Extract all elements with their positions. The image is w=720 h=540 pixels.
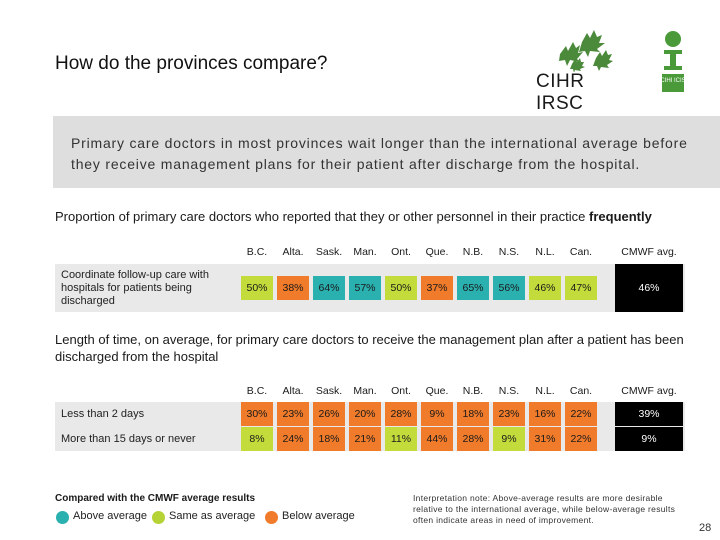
legend-swatch bbox=[56, 511, 69, 524]
cihi-logo-text: CIHI ICIS bbox=[660, 78, 685, 84]
value-cell-below: 9% bbox=[421, 402, 453, 426]
cmwf-average-cell: 9% bbox=[615, 427, 683, 451]
callout-line-1: Primary care doctors in most provinces w… bbox=[71, 135, 688, 151]
column-header: CMWF avg. bbox=[621, 385, 677, 397]
row-label: Less than 2 days bbox=[61, 407, 145, 420]
row-label: More than 15 days or never bbox=[61, 432, 196, 445]
column-header: Sask. bbox=[315, 246, 343, 258]
value-cell-same: 11% bbox=[385, 427, 417, 451]
column-header: N.L. bbox=[535, 246, 555, 258]
value-cell-below: 30% bbox=[241, 402, 273, 426]
column-header: Ont. bbox=[391, 385, 411, 397]
value-cell-same: 46% bbox=[529, 276, 561, 300]
callout-line-2: they receive management plans for their … bbox=[71, 156, 641, 172]
value-cell-below: 44% bbox=[421, 427, 453, 451]
page-number: 28 bbox=[699, 522, 712, 534]
column-header: Sask. bbox=[315, 385, 343, 397]
column-header: B.C. bbox=[246, 246, 268, 258]
value-cell-below: 31% bbox=[529, 427, 561, 451]
cmwf-average-cell: 46% bbox=[615, 264, 683, 312]
value-cell-below: 20% bbox=[349, 402, 381, 426]
key-finding-callout: Primary care doctors in most provinces w… bbox=[53, 116, 720, 188]
value-cell-same: 9% bbox=[493, 427, 525, 451]
legend-label: Below average bbox=[282, 510, 355, 522]
value-cell-below: 22% bbox=[565, 402, 597, 426]
value-cell-below: 26% bbox=[313, 402, 345, 426]
value-cell-below: 24% bbox=[277, 427, 309, 451]
cihi-logo: CIHI ICIS bbox=[653, 28, 693, 96]
column-header: N.S. bbox=[498, 246, 520, 258]
value-cell-below: 28% bbox=[385, 402, 417, 426]
column-header: Can. bbox=[569, 385, 593, 397]
value-cell-below: 21% bbox=[349, 427, 381, 451]
page-title: How do the provinces compare? bbox=[55, 53, 328, 74]
value-cell-same: 8% bbox=[241, 427, 273, 451]
maple-leaves-icon bbox=[559, 30, 613, 72]
column-header: Man. bbox=[353, 246, 377, 258]
column-header: Ont. bbox=[391, 246, 411, 258]
cmwf-average-cell: 39% bbox=[615, 402, 683, 426]
column-header: Que. bbox=[425, 385, 449, 397]
section2-heading: Length of time, on average, for primary … bbox=[55, 332, 684, 364]
value-cell-below: 28% bbox=[457, 427, 489, 451]
column-header: N.L. bbox=[535, 385, 555, 397]
value-cell-above: 56% bbox=[493, 276, 525, 300]
value-cell-below: 37% bbox=[421, 276, 453, 300]
column-header: B.C. bbox=[246, 385, 268, 397]
row-label: Coordinate follow-up care with hospitals… bbox=[61, 268, 209, 307]
column-header: Alta. bbox=[282, 246, 304, 258]
value-cell-same: 50% bbox=[241, 276, 273, 300]
value-cell-same: 50% bbox=[385, 276, 417, 300]
legend-label: Same as average bbox=[169, 510, 256, 522]
legend-swatch bbox=[152, 511, 165, 524]
cihr-logo-text: CIHR IRSC bbox=[536, 71, 585, 114]
legend-label: Above average bbox=[73, 510, 147, 522]
value-cell-below: 18% bbox=[457, 402, 489, 426]
legend-swatch bbox=[265, 511, 278, 524]
value-cell-above: 65% bbox=[457, 276, 489, 300]
column-header: N.B. bbox=[462, 385, 484, 397]
column-header: CMWF avg. bbox=[621, 246, 677, 258]
value-cell-same: 47% bbox=[565, 276, 597, 300]
cihr-logo: CIHR IRSC bbox=[532, 28, 632, 114]
value-cell-below: 38% bbox=[277, 276, 309, 300]
value-cell-below: 22% bbox=[565, 427, 597, 451]
value-cell-above: 57% bbox=[349, 276, 381, 300]
column-header: Que. bbox=[425, 246, 449, 258]
value-cell-below: 16% bbox=[529, 402, 561, 426]
value-cell-below: 18% bbox=[313, 427, 345, 451]
column-header: Alta. bbox=[282, 385, 304, 397]
column-header: Can. bbox=[569, 246, 593, 258]
value-cell-above: 64% bbox=[313, 276, 345, 300]
column-header: N.B. bbox=[462, 246, 484, 258]
legend-title: Compared with the CMWF average results bbox=[55, 493, 256, 504]
section1-heading: Proportion of primary care doctors who r… bbox=[55, 209, 652, 224]
interpretation-note: Interpretation note: Above-average resul… bbox=[413, 493, 676, 525]
column-header: Man. bbox=[353, 385, 377, 397]
column-header: N.S. bbox=[498, 385, 520, 397]
value-cell-below: 23% bbox=[277, 402, 309, 426]
value-cell-below: 23% bbox=[493, 402, 525, 426]
